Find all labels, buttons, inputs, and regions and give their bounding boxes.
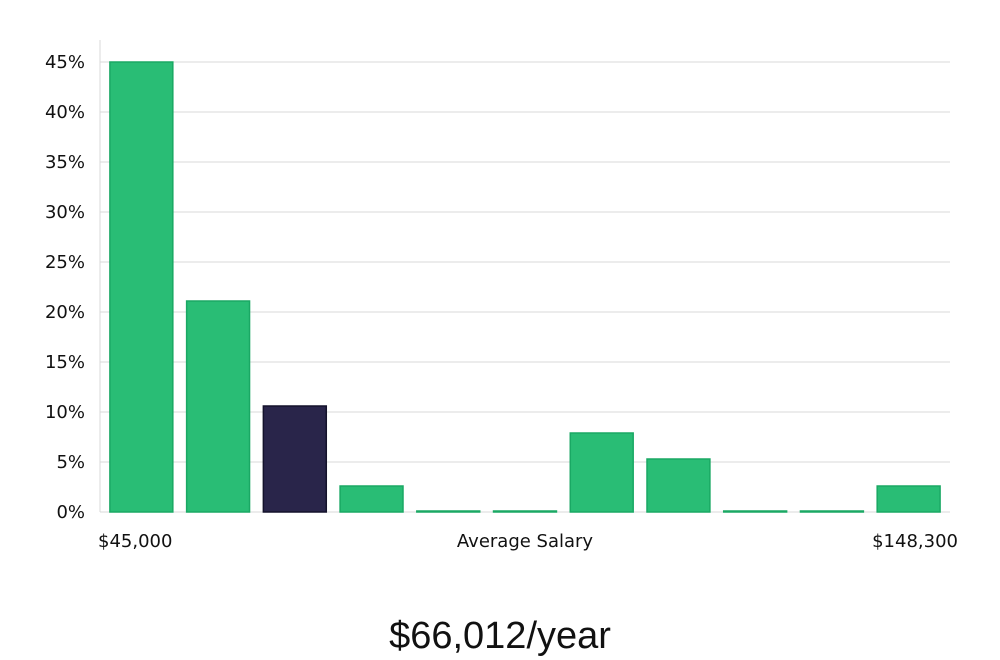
bar <box>799 510 865 513</box>
y-tick-label: 15% <box>45 352 85 373</box>
bar-highlighted <box>262 405 328 513</box>
x-min-label: $45,000 <box>98 531 172 552</box>
bar <box>339 485 404 513</box>
y-tick-label: 40% <box>45 102 85 123</box>
y-tick-label: 30% <box>45 202 85 223</box>
average-salary-value: $66,012/year <box>389 615 611 657</box>
bar <box>569 432 634 513</box>
y-tick-label: 35% <box>45 152 85 173</box>
y-axis-ticks: 0% 5% 10% 15% 20% 25% 30% 35% 40% 45% <box>45 52 85 523</box>
bar <box>109 61 174 513</box>
bar <box>416 510 481 513</box>
bar <box>646 458 711 513</box>
x-max-label: $148,300 <box>872 531 958 552</box>
y-tick-label: 5% <box>56 452 85 473</box>
bar <box>876 485 941 513</box>
x-axis-title: Average Salary <box>457 531 594 552</box>
bars <box>109 61 941 513</box>
y-tick-label: 20% <box>45 302 85 323</box>
bar <box>722 510 788 513</box>
y-tick-label: 10% <box>45 402 85 423</box>
bar <box>185 300 251 513</box>
y-tick-label: 0% <box>56 502 85 523</box>
y-tick-label: 45% <box>45 52 85 73</box>
y-tick-label: 25% <box>45 252 85 273</box>
bar <box>492 510 558 513</box>
